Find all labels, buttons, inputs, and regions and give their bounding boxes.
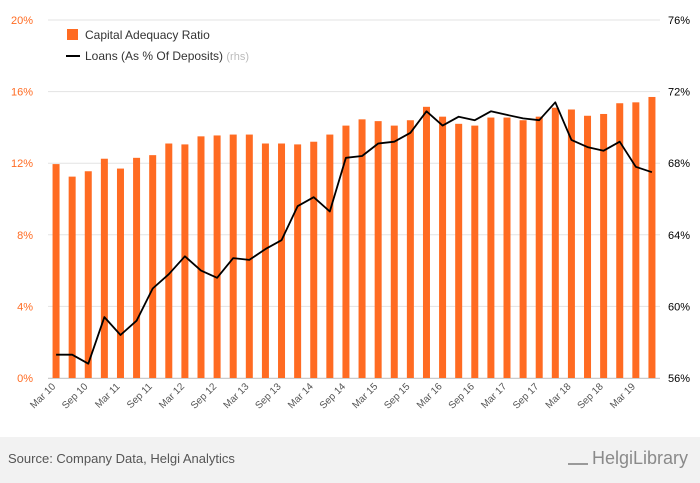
right-tick-label: 60% bbox=[668, 301, 690, 313]
left-tick-label: 16% bbox=[11, 87, 33, 99]
x-tick-label: Mar 18 bbox=[544, 381, 574, 411]
bar bbox=[471, 125, 479, 378]
bar bbox=[422, 106, 430, 378]
brand-logo: HelgiLibrary bbox=[567, 448, 688, 469]
right-tick-label: 68% bbox=[668, 158, 690, 170]
x-tick-label: Mar 11 bbox=[93, 381, 123, 411]
x-tick-label: Sep 14 bbox=[318, 381, 348, 411]
bar bbox=[503, 117, 511, 379]
x-tick-label: Mar 13 bbox=[222, 381, 252, 411]
x-tick-label: Sep 17 bbox=[511, 381, 541, 411]
legend-rhs-note: (rhs) bbox=[226, 51, 249, 63]
bar bbox=[52, 164, 60, 378]
left-tick-label: 12% bbox=[11, 158, 33, 170]
bar bbox=[165, 143, 173, 378]
bar bbox=[632, 102, 640, 378]
loans-line bbox=[56, 101, 653, 365]
bar bbox=[245, 134, 253, 378]
bar bbox=[584, 115, 592, 378]
bar bbox=[213, 135, 221, 378]
x-tick-label: Sep 13 bbox=[253, 381, 283, 411]
x-tick-label: Mar 16 bbox=[415, 381, 445, 411]
bar bbox=[326, 134, 334, 378]
right-tick-label: 56% bbox=[668, 373, 690, 385]
bar bbox=[455, 123, 463, 378]
bar bbox=[84, 171, 92, 378]
bar bbox=[390, 125, 398, 378]
x-tick-label: Mar 15 bbox=[350, 381, 380, 411]
bar bbox=[567, 109, 575, 378]
bar bbox=[229, 134, 237, 378]
bar bbox=[310, 141, 318, 378]
bar bbox=[278, 143, 286, 378]
left-axis: 0% 4% 8% 12% 16% 20% bbox=[11, 15, 33, 385]
x-tick-label: Mar 14 bbox=[286, 381, 316, 411]
bar bbox=[261, 143, 269, 378]
legend-bar-label: Capital Adequacy Ratio bbox=[85, 28, 210, 42]
left-tick-label: 0% bbox=[17, 373, 33, 385]
library-icon bbox=[567, 449, 588, 465]
bar bbox=[519, 120, 527, 379]
bar bbox=[133, 157, 141, 378]
x-tick-label: Sep 12 bbox=[189, 381, 219, 411]
bar bbox=[535, 116, 543, 378]
bar bbox=[68, 176, 76, 378]
left-tick-label: 8% bbox=[17, 230, 33, 242]
source-note: Source: Company Data, Helgi Analytics bbox=[8, 451, 235, 466]
bar bbox=[600, 113, 608, 378]
bar bbox=[181, 144, 189, 378]
bar bbox=[116, 168, 124, 378]
x-tick-label: Sep 11 bbox=[125, 381, 155, 411]
bar-series bbox=[52, 96, 656, 379]
bar bbox=[616, 103, 624, 379]
chart-area: 0% 4% 8% 12% 16% 20% 56% 60% 64% 68% 72% 76% Mar 1… bbox=[11, 15, 690, 412]
bar bbox=[100, 158, 108, 378]
bar bbox=[648, 96, 656, 378]
x-tick-label: Sep 18 bbox=[576, 381, 606, 411]
bar bbox=[294, 144, 302, 378]
left-tick-label: 20% bbox=[11, 15, 33, 27]
bar bbox=[342, 125, 350, 378]
x-tick-label: Sep 16 bbox=[447, 381, 477, 411]
legend-bar-swatch bbox=[67, 29, 78, 40]
bar bbox=[358, 119, 366, 378]
x-tick-label: Mar 19 bbox=[608, 381, 638, 411]
x-tick-label: Mar 12 bbox=[157, 381, 187, 411]
x-tick-label: Sep 10 bbox=[60, 381, 90, 411]
left-tick-label: 4% bbox=[17, 301, 33, 313]
x-tick-label: Sep 15 bbox=[382, 381, 412, 411]
bar bbox=[487, 117, 495, 379]
x-axis: Mar 10 Sep 10 Mar 11 Sep 11 Mar 12 Sep 12 Mar … bbox=[28, 378, 660, 412]
legend: Capital Adequacy Ratio Loans (As % Of Dep… bbox=[66, 28, 249, 63]
bar bbox=[149, 155, 157, 378]
footer-bar bbox=[0, 437, 700, 483]
line-series bbox=[56, 101, 653, 365]
bar bbox=[551, 107, 559, 379]
right-tick-label: 64% bbox=[668, 230, 690, 242]
bar bbox=[439, 116, 447, 378]
right-axis: 56% 60% 64% 68% 72% 76% bbox=[668, 15, 690, 385]
x-tick-label: Mar 17 bbox=[479, 381, 509, 411]
x-tick-label: Mar 10 bbox=[28, 381, 58, 411]
right-tick-label: 72% bbox=[668, 87, 690, 99]
bar bbox=[197, 136, 205, 378]
right-tick-label: 76% bbox=[668, 15, 690, 27]
brand-name: HelgiLibrary bbox=[591, 448, 688, 468]
bar bbox=[406, 120, 414, 379]
legend-line-label: Loans (As % Of Deposits) (rhs) bbox=[85, 49, 249, 63]
bar bbox=[374, 121, 382, 378]
